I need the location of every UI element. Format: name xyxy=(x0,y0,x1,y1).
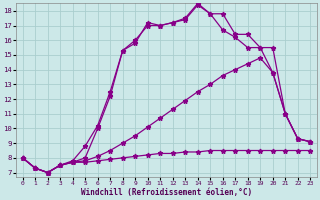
X-axis label: Windchill (Refroidissement éolien,°C): Windchill (Refroidissement éolien,°C) xyxy=(81,188,252,197)
